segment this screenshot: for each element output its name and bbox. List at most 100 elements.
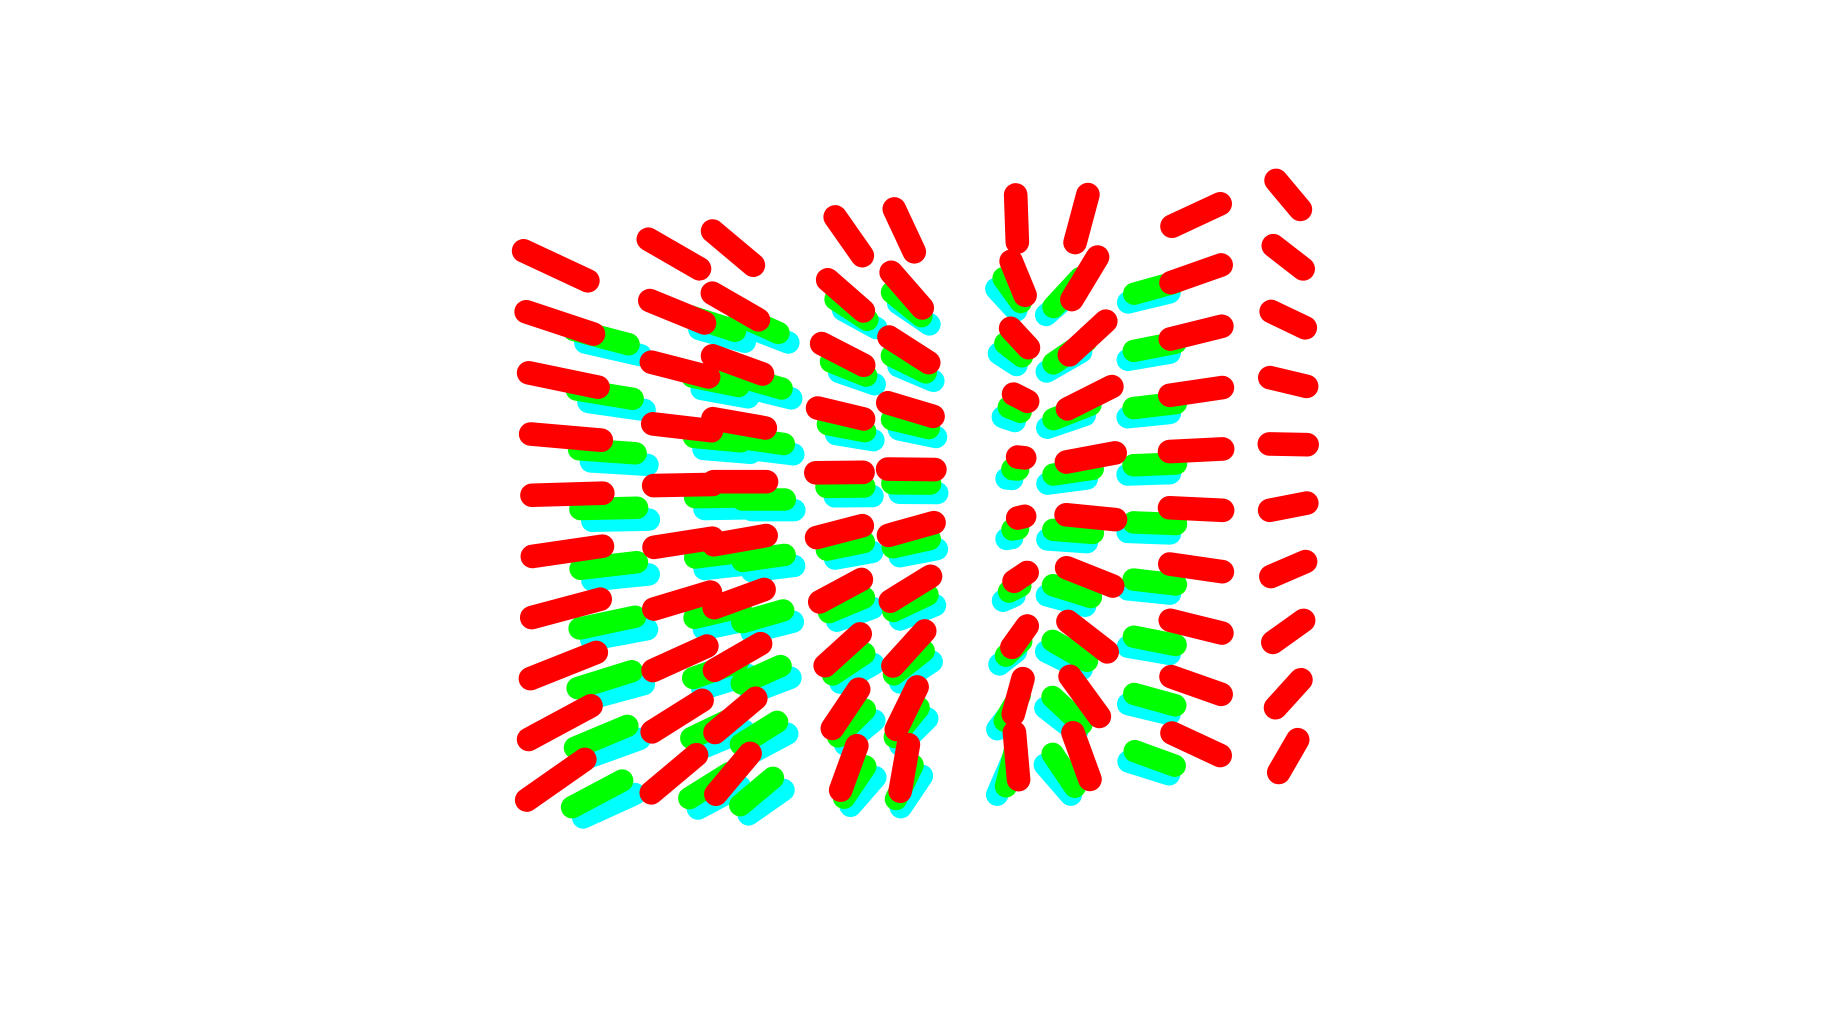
red-glyph [514,299,606,346]
cyan-glyph [580,508,661,533]
red-glyph [878,564,943,613]
green-glyph [821,642,876,686]
cyan-glyph [740,554,806,583]
green-glyph [1041,742,1087,798]
cyan-glyph [571,782,646,829]
red-glyph [1058,664,1112,729]
red-glyph [1158,314,1234,351]
red-glyph [520,534,615,569]
red-glyph [804,513,875,550]
green-glyph [569,496,649,521]
red-glyph [875,390,945,429]
green-glyph [815,530,876,561]
red-glyph [511,239,600,293]
green-glyph [880,408,941,440]
red-glyph [1001,666,1035,726]
red-glyph [1259,549,1318,589]
cyan-glyph [581,563,660,592]
red-glyph [1257,432,1319,457]
red-glyph [1159,664,1233,707]
red-glyph [514,747,597,812]
cyan-glyph [737,778,795,826]
red-glyph [1263,667,1313,720]
cyan-glyph [740,610,805,644]
red-glyph [702,577,776,620]
green-glyph [1001,457,1030,481]
red-glyph [998,316,1041,360]
red-glyph [642,526,725,560]
red-glyph [1159,253,1233,295]
red-glyph [700,344,775,386]
green-glyph [731,543,796,573]
red-glyph [703,686,768,745]
red-glyph [1158,608,1234,645]
green-glyph [881,527,941,559]
red-glyph [805,396,876,431]
red-glyph [1157,437,1235,464]
red-glyph [1054,555,1125,598]
red-glyph [879,260,935,320]
green-glyph [816,412,877,443]
red-glyph [637,288,717,335]
red-glyph [516,361,610,399]
red-glyph [704,741,762,806]
green-glyph [1123,682,1187,717]
red-glyph [1160,721,1232,768]
red-glyph [820,677,871,741]
red-glyph [1005,445,1037,470]
red-glyph [520,481,615,508]
red-glyph [1001,382,1040,414]
green-glyph [1041,685,1093,736]
cyan-glyph [577,672,656,711]
red-glyph [518,422,614,453]
red-glyph [999,249,1037,308]
green-glyph [1042,518,1105,545]
cyan-glyph [825,596,884,632]
red-glyph [640,412,724,443]
red-glyph [701,523,778,557]
red-glyph [882,197,927,264]
red-glyph [888,732,921,803]
red-glyph [1264,168,1313,222]
red-glyph [1002,560,1039,594]
red-glyph [813,622,872,678]
red-glyph [807,567,874,614]
red-glyph [1261,608,1316,655]
green-glyph [569,550,649,581]
red-glyph [636,227,712,281]
red-glyph [1055,374,1124,421]
red-glyph [884,675,929,742]
red-glyph [823,205,875,268]
red-glyph [1005,504,1037,530]
red-glyphs [511,168,1319,812]
green-glyph [731,599,795,634]
red-glyph [641,580,723,621]
red-glyph [1157,552,1235,584]
red-glyph [1060,245,1110,312]
red-glyph [1257,491,1319,523]
red-glyph [640,688,714,744]
red-glyph [518,640,609,691]
red-glyph [1061,720,1102,792]
red-glyph [1002,720,1031,792]
red-glyph [809,331,876,378]
red-glyph [1160,191,1232,239]
red-glyph [702,631,773,683]
red-glyph [700,281,771,332]
red-glyph [1258,365,1319,399]
green-glyph [729,766,785,817]
green-glyph [566,660,643,700]
green-glyph [1122,625,1187,657]
green-glyph [1041,629,1099,673]
red-glyph [516,693,603,752]
red-glyph [519,587,613,630]
red-glyph [1056,609,1119,664]
green-glyph [1122,452,1188,477]
green-glyph [997,396,1032,424]
red-glyph [1157,495,1235,523]
red-glyph [1261,233,1315,281]
red-glyph [700,219,766,277]
red-glyph [881,619,937,678]
